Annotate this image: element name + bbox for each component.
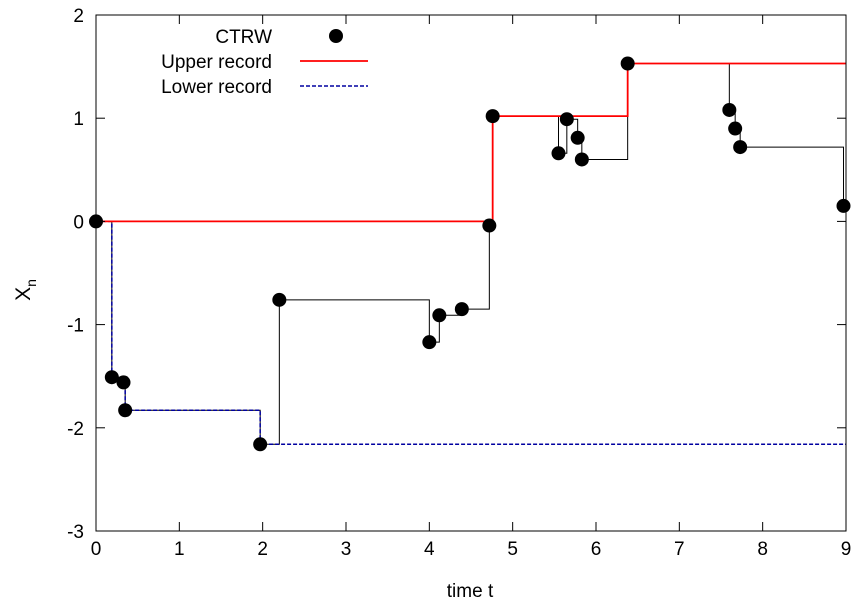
x-axis-label: time t [447, 581, 494, 602]
ctrw-point [118, 403, 133, 418]
ctrw-point [432, 308, 447, 323]
ctrw-point [482, 218, 497, 233]
x-tick-label: 3 [341, 539, 352, 560]
ctrw-point [422, 335, 437, 350]
y-axis-label-main: X [12, 287, 35, 301]
ctrw-point [559, 112, 574, 127]
x-tick-label: 7 [674, 539, 685, 560]
ctrw-point [454, 302, 469, 317]
ctrw-step-path [96, 63, 844, 445]
plot-frame [95, 14, 847, 532]
legend-label: CTRW [215, 27, 272, 48]
ctrw-point [551, 146, 566, 161]
x-tick-label: 4 [424, 539, 435, 560]
ctrw-point [733, 140, 748, 155]
y-axis-label-subscript: n [23, 279, 39, 287]
ctrw-point [253, 437, 268, 452]
x-tick-label: 6 [591, 539, 602, 560]
y-tick-label: -1 [67, 316, 84, 337]
ctrw-point [116, 375, 131, 390]
ctrw-point [272, 292, 287, 307]
x-tick-label: 1 [174, 539, 185, 560]
y-tick-label: 0 [73, 212, 84, 233]
upper-record-line [96, 62, 846, 223]
x-tick-label: 5 [507, 539, 518, 560]
ctrw-point [570, 130, 585, 145]
y-tick-label: -2 [67, 419, 84, 440]
lower-record-line [96, 220, 846, 446]
ctrw-point [728, 121, 743, 136]
legend-label: Lower record [161, 77, 272, 98]
y-tick-label: -3 [67, 522, 84, 543]
x-tick-label: 8 [757, 539, 768, 560]
x-tick-label: 9 [841, 539, 852, 560]
legend-marker-ctrw [329, 29, 343, 43]
ctrw-point [104, 370, 119, 385]
legend: CTRW Upper record Lower record [161, 27, 368, 98]
ctrw-point [485, 109, 500, 124]
y-axis-label: Xn [12, 279, 39, 301]
plot-area [89, 56, 851, 452]
y-tick-label: 1 [73, 109, 84, 130]
axes: 0 1 2 3 4 5 6 7 8 9 -3 -2 -1 0 1 2 [67, 6, 851, 560]
ctrw-point [574, 152, 589, 167]
x-tick-label: 0 [91, 539, 102, 560]
y-tick-label: 2 [73, 6, 84, 27]
legend-label: Upper record [161, 52, 272, 73]
ctrw-point [836, 198, 851, 213]
ctrw-point [620, 56, 635, 71]
x-tick-label: 2 [257, 539, 268, 560]
ctrw-point [722, 102, 737, 117]
